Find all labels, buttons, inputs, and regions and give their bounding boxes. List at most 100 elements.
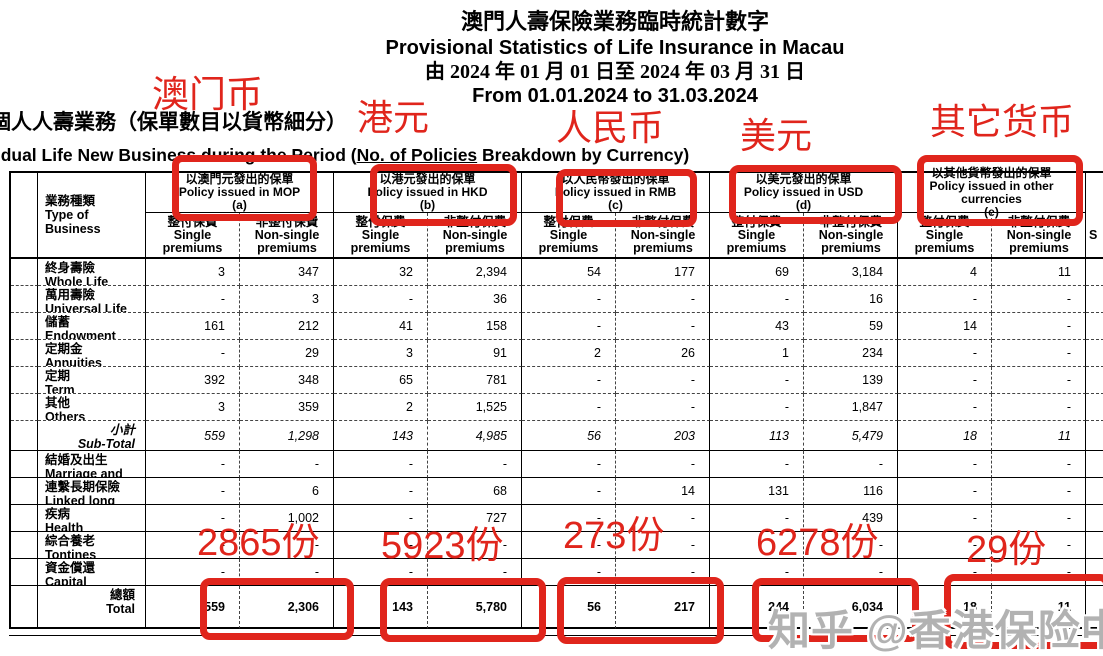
value-cell: - (522, 478, 616, 505)
value-cell: 18 (898, 421, 992, 451)
document-title-en: Provisional Statistics of Life Insurance… (385, 37, 845, 59)
table-row: 綜合養老 Tontines ---------- (11, 532, 1103, 559)
row-label: 定期 Term (38, 367, 146, 394)
value-cell: - (898, 340, 992, 367)
value-cell: - (146, 451, 240, 478)
row-label-en: Tontines (45, 548, 97, 559)
table-row: 定期 Term 392 348 65 781- - -139- - (11, 367, 1103, 394)
clipped-value-cell (1086, 532, 1103, 559)
row-label: 結婚及出生 Marriage and Birth (38, 451, 146, 478)
row-label: 定期金 Annuities (38, 340, 146, 367)
row-label-en: Endowment (45, 329, 116, 340)
row-label-en: Universal Life (45, 302, 127, 313)
value-cell: 11 (992, 586, 1086, 629)
value-cell: - (522, 451, 616, 478)
value-cell: 177 (616, 259, 710, 286)
value-cell: 29 (240, 340, 334, 367)
value-cell: 3 (240, 286, 334, 313)
table-row: 疾病 Health -1,002-727- - -439- - (11, 505, 1103, 532)
row-label-en: Annuities (45, 356, 102, 367)
statistics-table: 業務種類 Type of Business 以澳門元發出的保單 Policy i… (9, 166, 1103, 629)
value-cell: - (992, 559, 1086, 586)
value-cell: 56 (522, 421, 616, 451)
value-cell: - (146, 532, 240, 559)
row-label-zh: 萬用壽險 (45, 288, 96, 302)
value-cell: - (522, 286, 616, 313)
row-label-zh: 綜合養老 (45, 534, 96, 548)
zhihu-watermark: 知乎 @香港保险中介 (768, 607, 1103, 654)
table-row: 定期金 Annuities -29 3 91 2 26 1 234- - (11, 340, 1103, 367)
value-cell: - (616, 313, 710, 340)
annotation-box-mop-header (172, 155, 317, 221)
row-label-en: Health (45, 521, 84, 532)
gutter-cell (11, 367, 38, 394)
value-cell: 69 (710, 259, 804, 286)
value-cell: - (428, 532, 522, 559)
value-cell: - (522, 505, 616, 532)
value-cell: - (616, 367, 710, 394)
value-cell: - (240, 559, 334, 586)
table-bottom-double-rule (9, 635, 1103, 636)
value-cell: - (522, 367, 616, 394)
value-cell: - (522, 313, 616, 340)
row-label-zh: 定期金 (45, 342, 83, 356)
value-cell: 91 (428, 340, 522, 367)
annotation-currency-usd: 美元 (740, 115, 813, 156)
value-cell: 54 (522, 259, 616, 286)
value-cell: - (898, 367, 992, 394)
group-title-zh: 以其他貨幣發出的保單 (931, 165, 1052, 180)
value-cell: - (146, 478, 240, 505)
row-label: 綜合養老 Tontines (38, 532, 146, 559)
document-title-zh: 澳門人壽保險業務臨時統計數字 (460, 9, 769, 34)
value-cell: 781 (428, 367, 522, 394)
value-cell: 2,394 (428, 259, 522, 286)
value-cell: - (992, 532, 1086, 559)
clipped-value-cell (1086, 421, 1103, 451)
clipped-value-cell (1086, 286, 1103, 313)
value-cell: - (616, 451, 710, 478)
value-cell: - (522, 559, 616, 586)
value-cell: 36 (428, 286, 522, 313)
group-letter: (b) (419, 198, 436, 212)
period-zh: 由 2024 年 01 月 01 日至 2024 年 03 月 31 日 (425, 61, 805, 83)
clipped-value-cell (1086, 340, 1103, 367)
annotation-count-mop: 2865份 (197, 522, 320, 564)
value-cell: 212 (240, 313, 334, 340)
gutter-cell (11, 586, 38, 629)
value-cell: 3 (334, 340, 428, 367)
value-cell: 116 (804, 478, 898, 505)
annotation-box-hkd-total (380, 578, 546, 642)
value-cell: 5,479 (804, 421, 898, 451)
value-cell: - (146, 340, 240, 367)
value-cell: - (334, 532, 428, 559)
row-label-zh: 總額 (109, 588, 135, 602)
row-label: 連繫長期保險 Linked long term (38, 478, 146, 505)
value-cell: - (710, 451, 804, 478)
value-cell: 161 (146, 313, 240, 340)
value-cell: 32 (334, 259, 428, 286)
annotation-box-rmb-header (556, 169, 697, 227)
value-cell: - (616, 394, 710, 421)
value-cell: 359 (240, 394, 334, 421)
row-label: 儲蓄 Endowment (38, 313, 146, 340)
value-cell: - (146, 559, 240, 586)
gutter-cell (11, 532, 38, 559)
type-of-business-zh: 業務種類 (45, 194, 96, 208)
group-title-en: Policy issued in HKD (367, 185, 488, 199)
gutter-cell (11, 451, 38, 478)
subtitle-en: Individual Life New Business during the … (0, 145, 689, 166)
type-of-business-header: 業務種類 Type of Business (38, 173, 146, 257)
gutter-cell (11, 478, 38, 505)
value-cell: - (898, 505, 992, 532)
row-label: 資金償還 Capital redemption (38, 559, 146, 586)
value-cell: - (804, 559, 898, 586)
row-label-en: Capital redemption (45, 575, 87, 586)
row-label-en: Marriage and Birth (45, 467, 123, 478)
value-cell: 4,985 (428, 421, 522, 451)
value-cell: 6 (240, 478, 334, 505)
gutter-cell (11, 286, 38, 313)
value-cell: 139 (804, 367, 898, 394)
value-cell: - (710, 286, 804, 313)
annotation-box-hkd-header (370, 164, 517, 226)
value-cell: 3 (146, 259, 240, 286)
